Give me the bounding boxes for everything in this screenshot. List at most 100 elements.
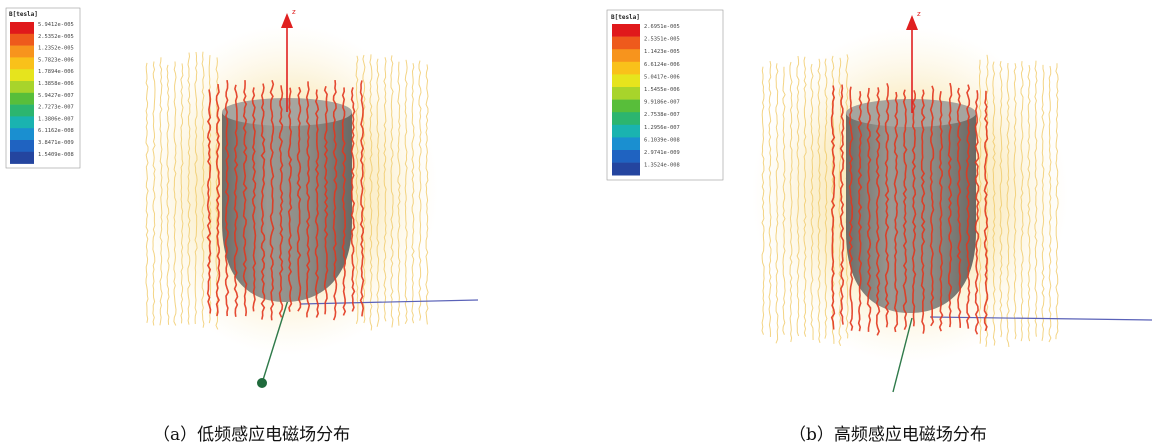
outer-field-line — [992, 61, 996, 346]
field-line — [224, 79, 230, 317]
field-line — [902, 89, 908, 331]
outer-field-line — [768, 60, 772, 338]
outer-field-line — [810, 63, 814, 341]
induced-field-lines — [830, 82, 989, 336]
field-line — [848, 86, 854, 331]
outer-field-line — [789, 61, 793, 343]
outer-field-line — [817, 58, 821, 343]
field-line — [893, 91, 899, 333]
axis-y-endpoint — [257, 378, 267, 388]
field-line — [866, 87, 872, 332]
conductor-body — [222, 98, 352, 302]
axis-z: z — [281, 8, 296, 112]
field-line — [839, 84, 845, 325]
panel-b-high-frequency-field: z B[tesla] 2.6951e-005 2.5351e-005 1.1423e… — [606, 9, 1153, 393]
legend-color-band — [10, 81, 34, 94]
outer-field-line — [1027, 65, 1031, 342]
legend-color-band — [10, 33, 34, 46]
field-line — [938, 91, 944, 332]
axis-z-label: z — [292, 8, 296, 16]
outer-field-line — [418, 60, 422, 321]
legend-value-label: 6.1162e-008 — [38, 128, 74, 134]
legend-value-label: 1.7894e-006 — [38, 69, 74, 75]
field-line — [929, 85, 935, 327]
field-line — [920, 89, 926, 334]
outer-field-line — [180, 63, 184, 324]
legend-color-band — [10, 116, 34, 129]
field-line — [269, 80, 275, 321]
legend-value-label: 1.1423e-005 — [644, 49, 680, 55]
outer-field-line — [1013, 63, 1017, 340]
legend-value-label: 1.5455e-006 — [644, 87, 680, 93]
field-line — [305, 81, 311, 318]
field-line — [884, 83, 890, 328]
color-legend: B[tesla] 2.6951e-005 2.5351e-005 1.1423e-0… — [606, 9, 724, 181]
legend-color-band — [612, 24, 640, 37]
field-line — [206, 89, 212, 314]
legend-title: B[tesla] — [9, 11, 38, 18]
outer-field-line — [1048, 65, 1052, 343]
legend-value-label: 5.9412e-005 — [38, 22, 74, 28]
outer-field-line — [194, 51, 198, 325]
axis-z-label: z — [917, 10, 921, 18]
field-line — [278, 85, 284, 318]
field-line — [260, 83, 266, 320]
outer-field-line — [173, 61, 177, 326]
field-line — [974, 90, 980, 335]
legend-value-labels: 5.9412e-005 2.5352e-005 1.2352e-005 5.7823e… — [38, 22, 74, 158]
legend-color-band — [10, 128, 34, 141]
legend-color-band — [612, 124, 640, 138]
field-line — [341, 87, 347, 316]
outer-field-line — [152, 61, 156, 326]
legend-color-band — [10, 92, 34, 105]
legend-color-band — [10, 140, 34, 153]
legend-color-band — [612, 99, 640, 113]
outer-field-line — [824, 58, 828, 339]
panel-a-low-frequency-field: z B[tesla] 5.9412e-005 2.5352e-005 1.2352e… — [5, 7, 479, 388]
outer-field-lines — [761, 54, 1059, 348]
legend-value-labels: 2.6951e-005 2.5351e-005 1.1423e-005 6.6124e… — [644, 24, 680, 169]
field-line — [830, 85, 836, 330]
legend-color-band — [10, 151, 34, 164]
legend-value-label: 1.3524e-008 — [644, 163, 680, 169]
field-line — [875, 87, 881, 336]
axis-x — [929, 316, 1153, 321]
field-line — [857, 91, 863, 332]
legend-value-label: 2.5352e-005 — [38, 34, 74, 40]
outer-field-line — [803, 56, 807, 337]
legend-value-label: 9.9186e-007 — [644, 100, 680, 106]
legend-color-band — [10, 69, 34, 82]
field-line — [242, 80, 248, 317]
legend-value-label: 1.2956e-007 — [644, 125, 680, 131]
outer-field-line — [782, 66, 786, 335]
legend-value-label: 3.8471e-009 — [38, 140, 74, 146]
axis-z: z — [906, 10, 921, 113]
outer-field-line — [404, 59, 408, 325]
field-line — [296, 86, 302, 312]
legend-value-label: 2.6951e-005 — [644, 24, 680, 30]
color-legend: B[tesla] 5.9412e-005 2.5352e-005 1.2352e-0… — [5, 7, 81, 169]
outer-field-line — [761, 66, 765, 335]
legend-color-scale — [612, 24, 640, 176]
outer-field-line — [796, 55, 800, 337]
outer-field-line — [775, 63, 779, 344]
legend-value-label: 2.7538e-007 — [644, 112, 680, 118]
outer-field-line — [369, 54, 373, 331]
outer-field-line — [390, 55, 394, 328]
induced-field-lines — [206, 79, 365, 321]
legend-value-label: 5.0417e-006 — [644, 74, 680, 80]
field-line — [323, 86, 329, 315]
legend-value-label: 1.5409e-008 — [38, 152, 74, 158]
outer-field-line — [1020, 61, 1024, 342]
legend-color-band — [612, 74, 640, 88]
outer-field-line — [1006, 62, 1010, 348]
legend-color-band — [612, 61, 640, 75]
legend-value-label: 2.7273e-007 — [38, 105, 74, 111]
legend-color-band — [10, 57, 34, 70]
outer-field-line — [159, 57, 163, 326]
outer-field-line — [831, 55, 835, 344]
conductor-body — [846, 99, 976, 313]
outer-field-line — [985, 54, 989, 347]
legend-value-label: 1.3806e-007 — [38, 116, 74, 122]
legend-value-label: 6.6124e-006 — [644, 62, 680, 68]
